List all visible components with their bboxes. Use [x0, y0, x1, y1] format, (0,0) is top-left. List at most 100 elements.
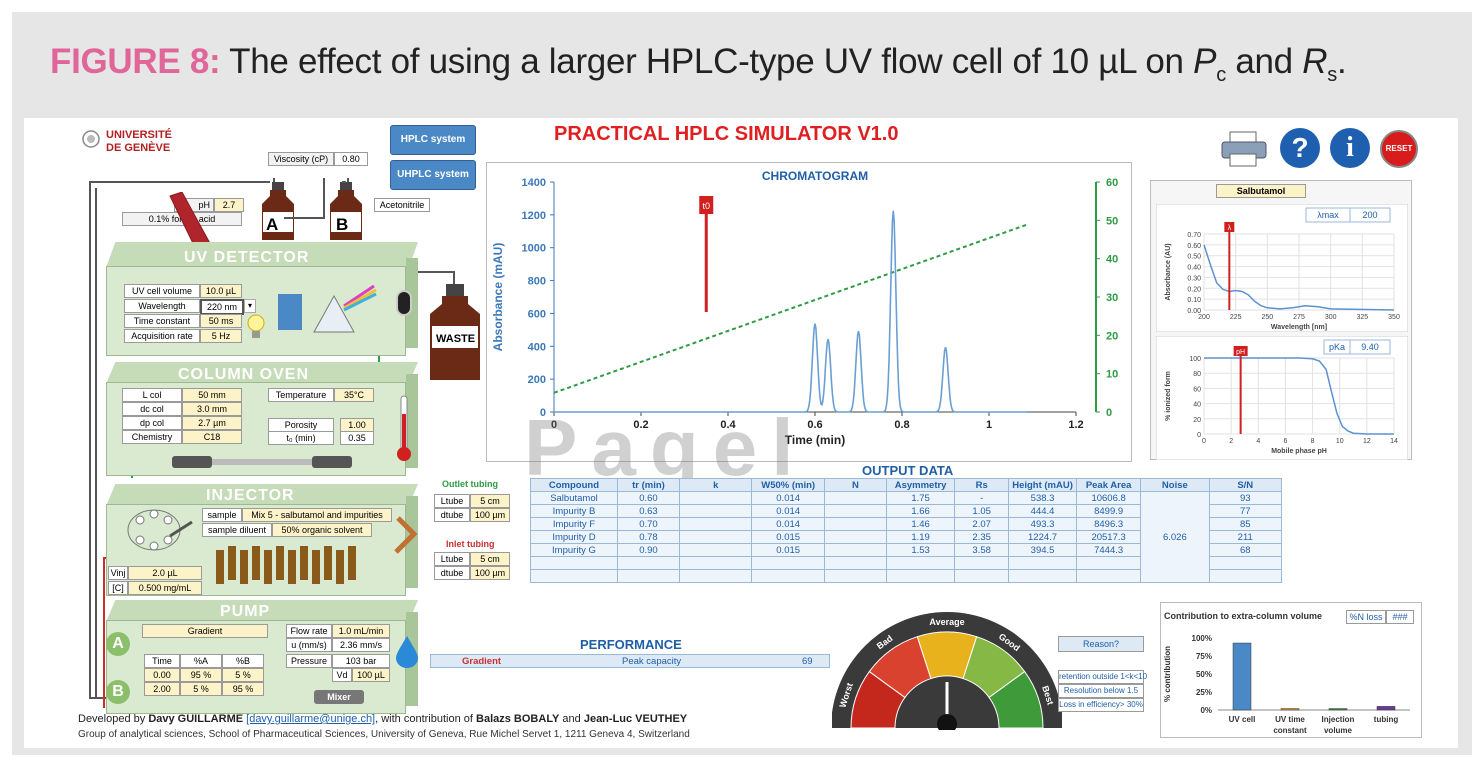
output-cell — [1008, 569, 1078, 583]
output-cell: 211 — [1208, 530, 1282, 544]
help-button[interactable]: ? — [1280, 128, 1320, 168]
pump-row-1-b[interactable]: 5 % — [222, 668, 264, 682]
output-cell: 93 — [1208, 491, 1282, 505]
y-tick-label: 0.30 — [1187, 275, 1201, 282]
y-tick-label: 1000 — [522, 243, 546, 255]
conc-value[interactable]: 0.500 mg/mL — [128, 581, 202, 595]
velocity-label: u (mm/s) — [286, 638, 332, 652]
y-tick-label: 0.10 — [1187, 297, 1201, 304]
output-cell: 0.63 — [616, 504, 681, 518]
uni-name-2: DE GENÈVE — [106, 142, 171, 154]
output-cell: 0.014 — [751, 517, 825, 531]
wavelength-dropdown-icon[interactable]: ▾ — [244, 299, 256, 313]
x-tick-label: 325 — [1356, 314, 1368, 321]
figure-rs-sub: s — [1327, 64, 1337, 86]
vinj-value[interactable]: 2.0 µL — [128, 566, 202, 580]
l-col-value[interactable]: 50 mm — [182, 388, 242, 402]
viscosity-value[interactable]: 0.80 — [334, 152, 368, 166]
spectrum-line — [1203, 244, 1395, 311]
ph-value[interactable]: 2.7 — [214, 198, 244, 212]
x-tick-label: 6 — [1283, 438, 1287, 445]
flow-rate-value[interactable]: 1.0 mL/min — [332, 624, 390, 638]
output-cell — [823, 504, 887, 518]
pka-label: pKa — [1329, 342, 1345, 352]
output-cell: 0.015 — [751, 543, 825, 557]
pump-row-2-time[interactable]: 2.00 — [144, 682, 180, 696]
output-cell — [823, 543, 887, 557]
chemistry-value[interactable]: C18 — [182, 430, 242, 444]
reset-button[interactable]: RESET — [1380, 130, 1418, 168]
contribution-value-button[interactable]: ### — [1386, 610, 1414, 624]
output-cell: 1.75 — [885, 491, 956, 505]
pump-row-1-time[interactable]: 0.00 — [144, 668, 180, 682]
vd-value[interactable]: 100 µL — [352, 668, 390, 682]
ph-marker-flag — [1233, 346, 1248, 356]
output-cell — [885, 556, 956, 570]
diluent-value[interactable]: 50% organic solvent — [272, 523, 372, 537]
outlet-d-value[interactable]: 100 µm — [470, 508, 510, 522]
ionization-line — [1204, 357, 1394, 435]
output-cell — [1208, 569, 1282, 583]
pump-mode-select[interactable]: Gradient — [142, 624, 268, 638]
x-tick-label: 275 — [1293, 314, 1305, 321]
solvent-b-value[interactable]: Acetonitrile — [374, 198, 430, 212]
temperature-label: Temperature — [268, 388, 334, 402]
detector-title: UV DETECTOR — [184, 249, 310, 266]
x-tick-label: 2 — [1229, 438, 1233, 445]
y-tick-label: 800 — [528, 276, 546, 288]
y-tick-label: 40 — [1193, 402, 1201, 409]
uni-name-1: UNIVERSITÉ — [106, 129, 173, 141]
output-cell: 0.90 — [616, 543, 681, 557]
dp-col-value[interactable]: 2.7 µm — [182, 416, 242, 430]
x-tick-label: 250 — [1261, 314, 1273, 321]
dc-col-value[interactable]: 3.0 mm — [182, 402, 242, 416]
bottle-b-label: B — [336, 215, 349, 234]
output-cell: 0.014 — [751, 504, 825, 518]
porosity-value[interactable]: 1.00 — [340, 418, 374, 432]
info-button[interactable]: i — [1330, 128, 1370, 168]
sample-value[interactable]: Mix 5 - salbutamol and impurities — [242, 508, 392, 522]
chromatogram-trace — [554, 210, 1028, 413]
inlet-l-value[interactable]: 5 cm — [470, 552, 510, 566]
output-cell — [678, 556, 753, 570]
pump-col-b: %B — [222, 654, 264, 668]
x-tick-label: 300 — [1325, 314, 1337, 321]
pump-row-2-b[interactable]: 95 % — [222, 682, 264, 696]
contributor-2: Jean-Luc VEUTHEY — [583, 713, 688, 725]
output-cell: 20517.3 — [1076, 530, 1142, 544]
inlet-d-value[interactable]: 100 µm — [470, 566, 510, 580]
lambda-max-value-box — [1349, 207, 1391, 223]
y-tick-label: 1400 — [522, 177, 546, 189]
pump-row-1-a[interactable]: 95 % — [180, 668, 222, 682]
simulator-app: UNIVERSITÉ DE GENÈVE HPLC system UHPLC s… — [24, 118, 1458, 748]
time-constant-value[interactable]: 50 ms — [200, 314, 242, 328]
output-cell — [885, 569, 956, 583]
print-button[interactable] — [1220, 130, 1268, 168]
performance-row — [430, 654, 830, 668]
category-label: tubing — [1374, 715, 1399, 724]
output-cell: - — [954, 491, 1010, 505]
output-header-cell: S/N — [1208, 478, 1282, 492]
output-cell: Impurity D — [530, 530, 618, 544]
n-loss-button[interactable]: %N loss — [1346, 610, 1386, 624]
ionization-chart: pKa 9.40 0 20 40 60 80 100 0 2 4 6 8 10 12 14 Mobile pha… — [1156, 336, 1408, 460]
output-cell: 1.46 — [885, 517, 956, 531]
developer-email-link[interactable]: [davy.guillarme@unige.ch] — [246, 713, 376, 725]
oven-l-col-label: L col — [122, 388, 182, 402]
hplc-system-button[interactable]: HPLC system — [390, 125, 476, 155]
temperature-value[interactable]: 35°C — [334, 388, 374, 402]
pump-row-2-a[interactable]: 5 % — [180, 682, 222, 696]
uv-cell-volume-value[interactable]: 10.0 µL — [200, 284, 242, 298]
uhplc-system-button[interactable]: UHPLC system — [390, 160, 476, 190]
vinj-label: Vinj — [108, 566, 128, 580]
acquisition-rate-value[interactable]: 5 Hz — [200, 329, 242, 343]
bottle-a-label: A — [266, 215, 279, 234]
x-tick-label: 4 — [1256, 438, 1260, 445]
reason-item-2: Resolution below 1.5 — [1058, 684, 1144, 698]
wavelength-select[interactable]: 220 nm — [200, 299, 244, 315]
outlet-l-value[interactable]: 5 cm — [470, 494, 510, 508]
output-header-row: Compound tr (min) k W50% (min) N Asymmetry Rs H… — [530, 478, 1282, 492]
y-tick-label: 0.70 — [1187, 232, 1201, 239]
output-cell: Salbutamol — [530, 491, 618, 505]
contribution-chart: 0% 25% 50% 75% 100% % contribution UV cell UV t… — [1163, 634, 1410, 735]
